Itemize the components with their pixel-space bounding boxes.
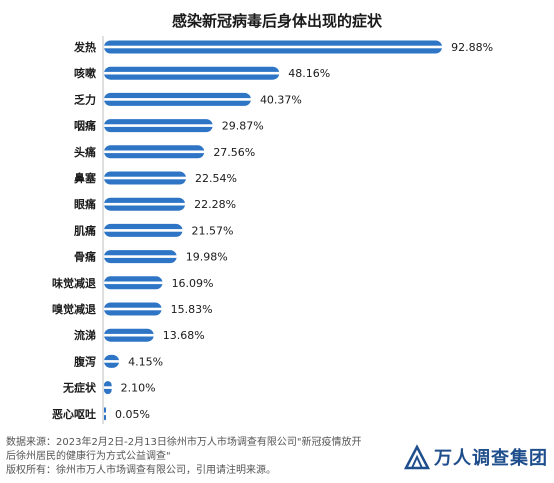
bar (104, 40, 443, 54)
category-label: 流涕 (74, 328, 96, 342)
value-label: 4.15% (128, 355, 163, 368)
copyright-line: 版权所有：徐州市万人市场调查有限公司，引用请注明来源。 (6, 465, 276, 476)
category-label: 头痛 (74, 145, 96, 159)
category-label: 乏力 (74, 92, 96, 106)
logo-mark-icon (404, 444, 430, 470)
bar (104, 381, 112, 395)
source-note: 数据来源：2023年2月2日-2月13日徐州市万人市场调查有限公司"新冠疫情放开… (6, 436, 426, 478)
category-label: 鼻塞 (74, 171, 97, 185)
bar (104, 250, 177, 264)
bar (104, 66, 280, 80)
bar (104, 354, 120, 368)
category-label: 肌痛 (73, 223, 96, 237)
value-label: 27.56% (213, 146, 255, 159)
category-label: 无症状 (62, 381, 97, 395)
bar (104, 171, 187, 185)
value-label: 40.37% (260, 93, 302, 106)
bar (104, 223, 183, 237)
value-label: 21.57% (192, 224, 234, 237)
bar (104, 407, 106, 421)
category-label: 咽痛 (74, 119, 96, 133)
chart-title: 感染新冠病毒后身体出现的症状 (171, 12, 382, 30)
bar (104, 119, 213, 133)
bar (104, 92, 251, 106)
value-label: 15.83% (171, 303, 213, 316)
bar-chart: 发热 92.88% 咳嗽 48.16% 乏力 40.37% 咽痛 29.87% 头痛 27.56%… (52, 36, 493, 424)
value-label: 19.98% (186, 251, 228, 264)
value-label: 22.28% (194, 198, 236, 211)
value-label: 13.68% (163, 329, 205, 342)
category-label: 咳嗽 (74, 66, 96, 80)
value-label: 16.09% (172, 277, 214, 290)
category-label: 发热 (73, 40, 96, 54)
source-line-2: 后徐州居民的健康行为方式公益调查" (6, 451, 171, 462)
value-label: 22.54% (195, 172, 237, 185)
company-logo: 万人调查集团 (404, 444, 548, 470)
bar (104, 328, 154, 342)
value-label: 2.10% (121, 382, 156, 395)
bar (104, 302, 162, 316)
category-label: 嗅觉减退 (52, 302, 96, 316)
bar (104, 145, 205, 159)
category-label: 眼痛 (74, 197, 96, 211)
category-label: 恶心呕吐 (52, 407, 96, 421)
bar (104, 276, 163, 290)
value-label: 48.16% (288, 67, 330, 80)
bar (104, 197, 186, 211)
category-label: 骨痛 (74, 250, 96, 264)
value-label: 29.87% (222, 120, 264, 133)
category-label: 腹泻 (74, 354, 96, 368)
source-line-1: 数据来源：2023年2月2日-2月13日徐州市万人市场调查有限公司"新冠疫情放开 (6, 437, 362, 448)
category-label: 味觉减退 (52, 276, 96, 290)
value-label: 0.05% (115, 408, 150, 421)
value-label: 92.88% (451, 41, 493, 54)
logo-text: 万人调查集团 (434, 448, 548, 469)
